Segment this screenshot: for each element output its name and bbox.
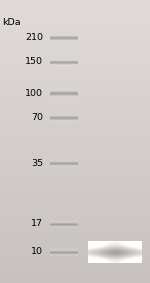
Text: 35: 35 [31,158,43,168]
Text: 100: 100 [25,89,43,98]
Text: 150: 150 [25,57,43,67]
Text: 210: 210 [25,33,43,42]
Text: 70: 70 [31,113,43,123]
Text: 10: 10 [31,248,43,256]
Text: kDa: kDa [2,18,21,27]
Text: 17: 17 [31,220,43,228]
